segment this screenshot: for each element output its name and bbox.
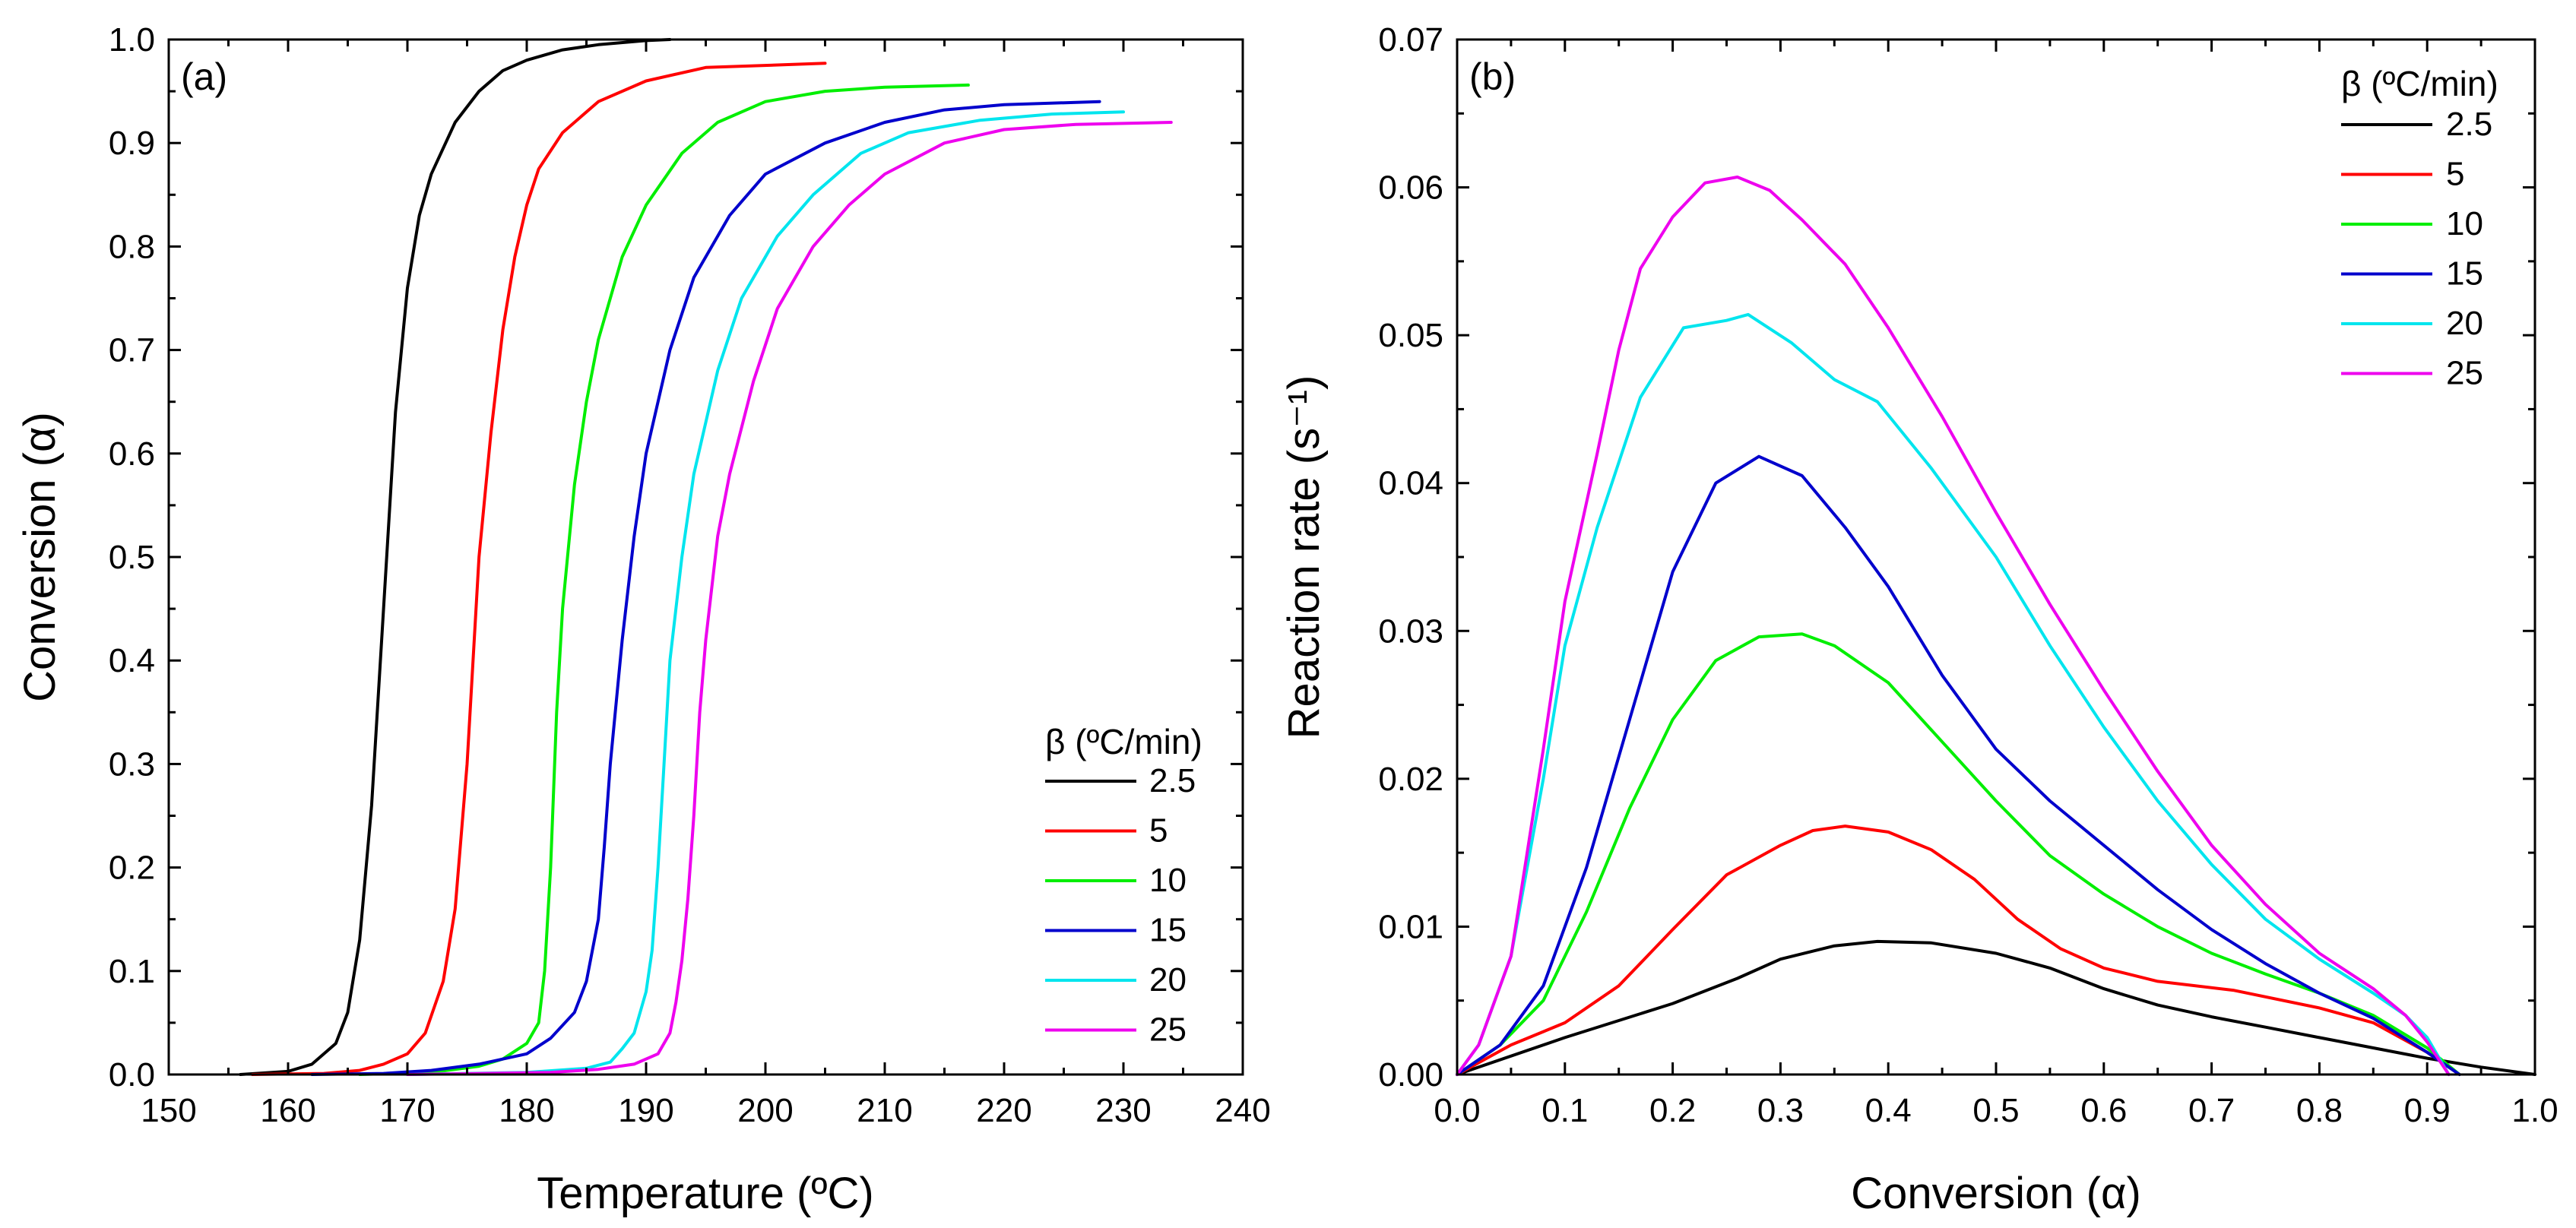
legend-label: 15 xyxy=(2446,255,2483,293)
y-tick-label: 0.06 xyxy=(1378,169,1443,207)
legend-label: 20 xyxy=(2446,305,2483,342)
legend-label: 5 xyxy=(1149,812,1168,850)
y-tick-label: 0.03 xyxy=(1378,612,1443,650)
x-tick-label: 170 xyxy=(379,1092,435,1129)
legend-label: 10 xyxy=(1149,862,1187,899)
panel-b-series-group xyxy=(1456,176,2536,1076)
x-tick-label: 230 xyxy=(1095,1092,1151,1129)
x-tick-label: 0.0 xyxy=(1434,1092,1480,1129)
panel-a-legend: β (ºC/min) 2.5 5 10 15 20 25 xyxy=(1045,722,1202,1049)
y-tick-label: 0.8 xyxy=(109,228,155,265)
x-tick-label: 180 xyxy=(499,1092,554,1129)
panel-b-legend: β (ºC/min) 2.5 5 10 15 20 25 xyxy=(2341,64,2498,392)
panel-a-ticks: 150 160 170 180 190 200 210 220 230 240 0.0 0.1 0.2 0… xyxy=(109,21,1271,1129)
x-tick-label: 190 xyxy=(618,1092,673,1129)
x-tick-label: 210 xyxy=(857,1092,912,1129)
y-tick-label: 0.07 xyxy=(1378,21,1443,59)
y-tick-label: 0.6 xyxy=(109,435,155,473)
series-line-2-5 xyxy=(239,38,672,1076)
panel-b-label: (b) xyxy=(1469,55,1516,98)
panel-a-x-axis-title: Temperature (ºC) xyxy=(537,1169,873,1218)
panel-b-x-axis-title: Conversion (α) xyxy=(1851,1169,2141,1218)
x-tick-label: 220 xyxy=(976,1092,1031,1129)
panel-a-label: (a) xyxy=(181,55,227,98)
panel-b-y-axis-title: Reaction rate (s⁻¹) xyxy=(1279,375,1329,739)
series-line-15 xyxy=(1456,454,2461,1076)
x-tick-label: 200 xyxy=(737,1092,793,1129)
y-tick-label: 0.5 xyxy=(109,539,155,576)
legend-label: 10 xyxy=(2446,205,2483,242)
series-line-10 xyxy=(358,83,970,1076)
y-tick-label: 0.3 xyxy=(109,745,155,783)
x-tick-label: 0.2 xyxy=(1649,1092,1696,1129)
y-tick-label: 0.02 xyxy=(1378,761,1443,798)
legend-label: 25 xyxy=(1149,1011,1187,1049)
y-tick-label: 0.1 xyxy=(109,953,155,990)
x-tick-label: 0.6 xyxy=(2080,1092,2127,1129)
series-line-15 xyxy=(310,100,1101,1076)
x-tick-label: 0.8 xyxy=(2296,1092,2343,1129)
y-tick-label: 0.04 xyxy=(1378,465,1443,502)
panel-b-ticks: 0.0 0.1 0.2 0.3 0.4 0.5 0.6 0.7 0.8 0.9 1.0 0.00 0.0… xyxy=(1378,21,2558,1129)
y-tick-label: 0.9 xyxy=(109,125,155,162)
panel-a-y-axis-title: Conversion (α) xyxy=(15,412,65,702)
y-tick-label: 0.0 xyxy=(109,1056,155,1093)
series-line-20 xyxy=(1456,312,2451,1076)
y-tick-label: 0.01 xyxy=(1378,908,1443,945)
x-tick-label: 0.7 xyxy=(2188,1092,2235,1129)
series-line-2-5 xyxy=(1456,939,2536,1076)
series-line-5 xyxy=(250,62,827,1076)
legend-label: 25 xyxy=(2446,355,2483,392)
panel-b-rate-vs-conversion: 0.0 0.1 0.2 0.3 0.4 0.5 0.6 0.7 0.8 0.9 1.0 0.00 0.0… xyxy=(1279,21,2559,1218)
panel-a-legend-title: β (ºC/min) xyxy=(1045,722,1202,761)
y-tick-label: 1.0 xyxy=(109,21,155,59)
y-tick-label: 0.05 xyxy=(1378,317,1443,354)
x-tick-label: 150 xyxy=(141,1092,196,1129)
legend-label: 2.5 xyxy=(1149,762,1196,799)
x-tick-label: 0.1 xyxy=(1541,1092,1588,1129)
series-line-10 xyxy=(1456,632,2461,1076)
legend-label: 2.5 xyxy=(2446,106,2492,143)
x-tick-label: 1.0 xyxy=(2511,1092,2558,1129)
series-line-5 xyxy=(1456,824,2461,1076)
panel-a-frame xyxy=(167,38,1244,1076)
series-line-25 xyxy=(406,121,1173,1076)
x-tick-label: 240 xyxy=(1215,1092,1270,1129)
x-tick-label: 160 xyxy=(260,1092,315,1129)
series-line-25 xyxy=(1456,176,2451,1076)
x-tick-label: 0.4 xyxy=(1865,1092,1912,1129)
series-line-20 xyxy=(406,110,1125,1076)
y-tick-label: 0.2 xyxy=(109,850,155,887)
panel-b-frame xyxy=(1456,38,2536,1076)
x-tick-label: 0.5 xyxy=(1972,1092,2019,1129)
x-tick-label: 0.3 xyxy=(1757,1092,1804,1129)
legend-label: 20 xyxy=(1149,961,1187,999)
x-tick-label: 0.9 xyxy=(2404,1092,2451,1129)
panel-a-conversion-vs-temperature: 150 160 170 180 190 200 210 220 230 240 0.0 0.1 0.2 0… xyxy=(15,21,1271,1218)
legend-label: 15 xyxy=(1149,912,1187,949)
y-tick-label: 0.00 xyxy=(1378,1056,1443,1093)
panel-a-series-group xyxy=(239,38,1173,1076)
legend-label: 5 xyxy=(2446,156,2464,193)
y-tick-label: 0.7 xyxy=(109,332,155,369)
y-tick-label: 0.4 xyxy=(109,642,155,679)
panel-b-legend-title: β (ºC/min) xyxy=(2341,64,2498,103)
